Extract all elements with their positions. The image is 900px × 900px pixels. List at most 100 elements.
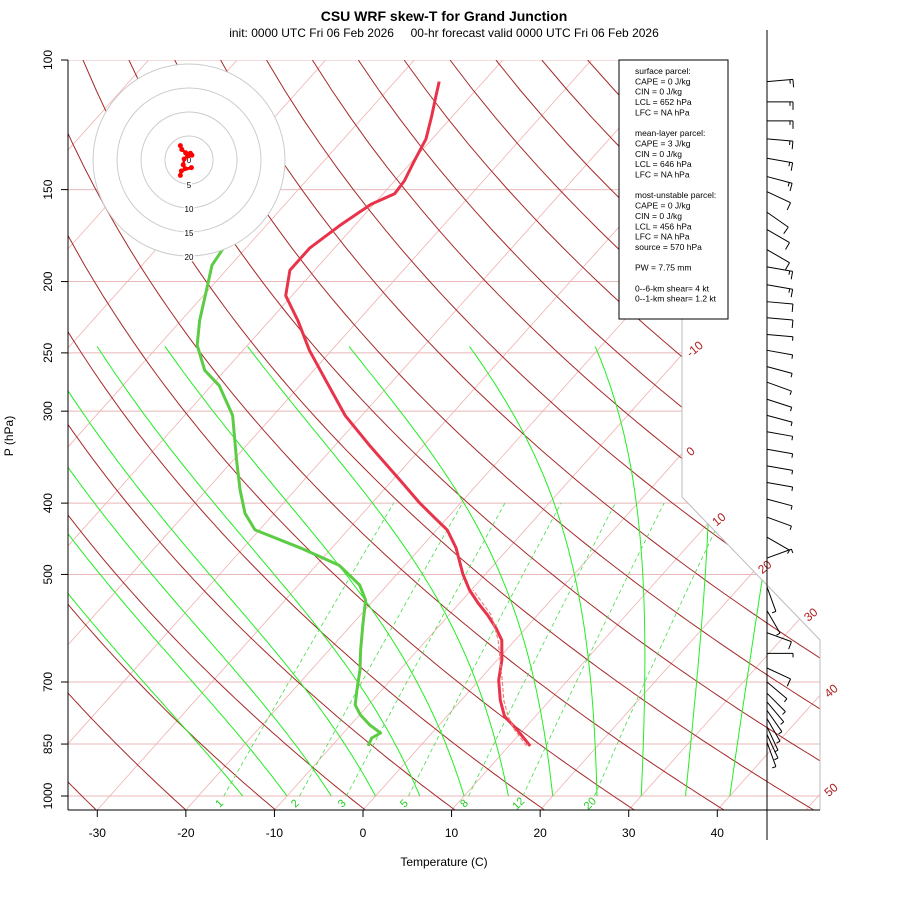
- hodograph-point: [177, 172, 183, 178]
- isotherm-line: [893, 60, 900, 812]
- wind-barb-flag: [791, 320, 794, 329]
- dry-adiabat-line: [68, 60, 548, 810]
- stats-line: mean-layer parcel:: [635, 128, 705, 138]
- moist-adiabat-line: [469, 346, 598, 797]
- wind-barb-shaft: [766, 701, 785, 723]
- hodograph-point: [180, 162, 186, 168]
- dry-adiabat-line: [724, 60, 820, 810]
- wind-barb-flag: [790, 548, 794, 554]
- wind-barb-flag: [789, 183, 793, 192]
- wind-barb-shaft: [766, 398, 792, 408]
- wind-barb-shaft: [766, 381, 792, 392]
- y-tick-label: 200: [41, 271, 55, 291]
- profiles: [195, 81, 532, 747]
- wind-barb: [766, 548, 794, 559]
- wind-barb-shaft: [766, 465, 793, 471]
- dry-adiabat-line: [128, 60, 820, 810]
- wind-barb-shaft: [766, 78, 793, 83]
- wind-barb: [766, 333, 794, 341]
- mixing-ratio-line: [346, 502, 506, 797]
- y-tick-label: 700: [41, 672, 55, 692]
- hodograph-point: [189, 152, 195, 158]
- moist-adiabat-line: [96, 346, 421, 797]
- hodograph-center-label: 0: [187, 156, 192, 165]
- x-tick-label: 20: [533, 826, 547, 840]
- hodograph-point: [177, 143, 183, 149]
- dry-adiabat-line: [357, 60, 820, 810]
- stats-line: LFC = NA hPa: [635, 170, 690, 180]
- y-tick-label: 300: [41, 401, 55, 421]
- wind-barb: [766, 586, 777, 614]
- wind-barb-shaft: [766, 448, 793, 455]
- stats-line: LCL = 456 hPa: [635, 221, 692, 231]
- wind-barb-shaft: [766, 191, 791, 204]
- dry-adiabat-line: [220, 60, 820, 810]
- wind-barb: [767, 101, 794, 110]
- stats-line: 0--1-km shear= 1.2 kt: [635, 294, 717, 304]
- wind-barb-flag: [788, 641, 792, 650]
- wind-barb-shaft: [766, 176, 793, 184]
- moist-adiabat-line: [685, 346, 711, 797]
- dry-adiabat-line: [68, 60, 458, 810]
- mixing-ratio-line: [408, 502, 562, 797]
- moist-adiabat-line: [68, 346, 332, 797]
- wind-barb: [766, 317, 794, 329]
- wind-barb: [766, 741, 777, 769]
- wind-barb-shaft: [766, 586, 777, 612]
- wind-barb: [766, 414, 793, 427]
- wind-barb-shaft: [766, 718, 781, 742]
- stats-line: PW = 7.75 mm: [635, 263, 691, 273]
- hodograph-ring-label: 5: [187, 181, 192, 190]
- wind-barb: [766, 366, 793, 378]
- wind-barb-flag: [791, 354, 794, 359]
- wind-barb: [766, 498, 793, 510]
- wind-barb-flag: [789, 525, 792, 531]
- wind-barb: [766, 701, 785, 725]
- isotherm-label: 0: [684, 444, 698, 459]
- wind-barb-shaft: [766, 734, 779, 759]
- y-tick-label: 150: [41, 179, 55, 199]
- wind-barb: [766, 681, 788, 703]
- wind-barb: [766, 191, 792, 211]
- wind-barb-shaft: [766, 349, 793, 356]
- wind-barb-shaft: [766, 516, 792, 527]
- wind-barb: [766, 692, 786, 715]
- wind-barb: [766, 516, 792, 531]
- mixing-ratio-label: 3: [336, 797, 349, 810]
- mixing-ratio-line: [223, 502, 395, 797]
- isotherm-label: 20: [755, 557, 774, 577]
- mixing-ratio-line: [522, 502, 665, 797]
- x-tick-label: -30: [89, 826, 107, 840]
- wind-barbs: [766, 30, 795, 840]
- wind-barb-flag: [776, 740, 781, 744]
- stats-line: surface parcel:: [635, 66, 691, 76]
- wind-barb: [767, 120, 794, 129]
- dry-adiabat-line: [82, 60, 817, 810]
- wind-barb-shaft: [766, 610, 781, 634]
- wind-barb-flag: [791, 470, 794, 475]
- dry-adiabat-line: [68, 60, 278, 810]
- wind-barb-shaft: [766, 284, 793, 290]
- wind-barb-shaft: [766, 333, 793, 338]
- wind-barb-flag: [786, 202, 792, 211]
- hodograph-point: [182, 166, 188, 172]
- wind-barb: [766, 431, 794, 441]
- wind-barb-flag: [790, 373, 793, 378]
- wind-barb-shaft: [766, 431, 793, 437]
- wind-barb: [766, 249, 790, 270]
- dry-adiabat-line: [68, 60, 188, 810]
- isotherm-line: [68, 60, 504, 810]
- wind-barb-flag: [771, 610, 777, 614]
- y-tick-label: 400: [41, 493, 55, 513]
- stats-line: CIN = 0 J/kg: [635, 149, 682, 159]
- wind-barb-flag: [790, 407, 793, 412]
- wind-barb: [767, 652, 794, 658]
- wind-barb-shaft: [766, 266, 793, 272]
- stats-line: 0--6-km shear= 4 kt: [635, 283, 710, 293]
- mixing-ratio-label: 1: [213, 797, 226, 810]
- dry-adiabat-line: [266, 60, 820, 810]
- wind-barb-flag: [788, 270, 791, 275]
- wind-barb: [766, 381, 792, 396]
